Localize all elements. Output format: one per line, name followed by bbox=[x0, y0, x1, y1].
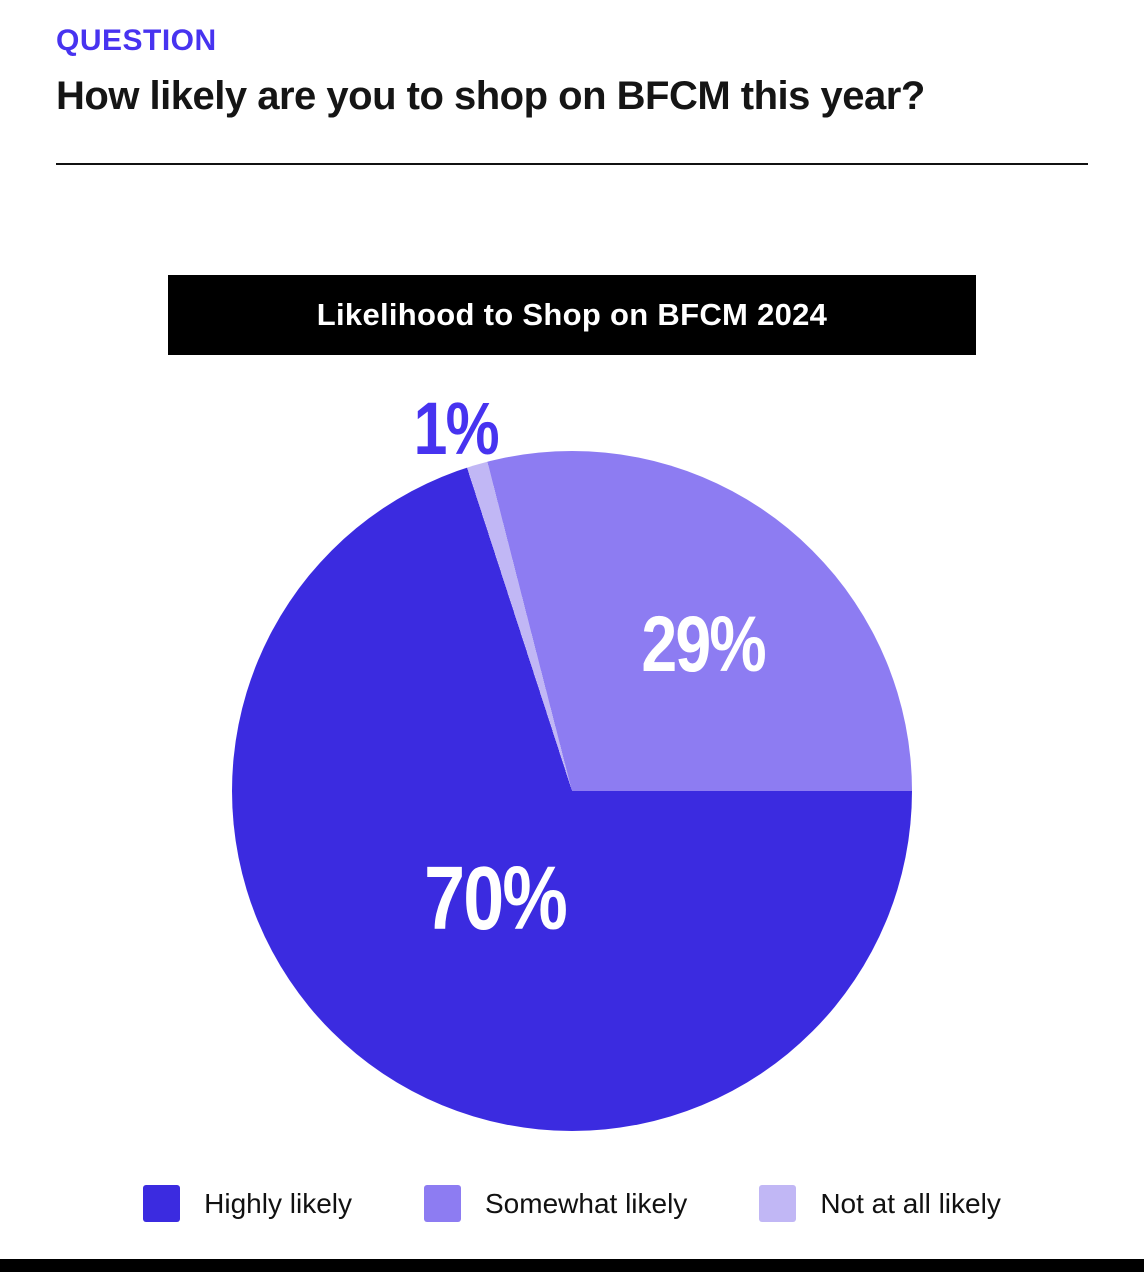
legend-swatch-not-at-all-likely bbox=[759, 1185, 797, 1222]
page-header: QUESTION How likely are you to shop on B… bbox=[0, 0, 1144, 119]
legend-label-not-at-all-likely: Not at all likely bbox=[820, 1187, 1001, 1219]
legend-label-highly-likely: Highly likely bbox=[204, 1187, 352, 1219]
pie-label-not-at-all: 1% bbox=[413, 386, 500, 470]
footer-bar bbox=[0, 1259, 1144, 1272]
eyebrow-label: QUESTION bbox=[56, 24, 217, 57]
chart-title-banner: Likelihood to Shop on BFCM 2024 bbox=[168, 275, 976, 355]
legend-item-not-at-all-likely: Not at all likely bbox=[759, 1185, 1001, 1222]
pie-chart bbox=[232, 451, 912, 1131]
legend-item-somewhat-likely: Somewhat likely bbox=[424, 1185, 687, 1222]
chart-title: Likelihood to Shop on BFCM 2024 bbox=[316, 297, 828, 332]
chart-legend: Highly likely Somewhat likely Not at all… bbox=[0, 1185, 1144, 1222]
pie-label-highly: 70% bbox=[424, 848, 568, 949]
legend-swatch-highly-likely bbox=[143, 1185, 181, 1222]
legend-label-somewhat-likely: Somewhat likely bbox=[485, 1187, 688, 1219]
legend-item-highly-likely: Highly likely bbox=[143, 1185, 352, 1222]
page-title: How likely are you to shop on BFCM this … bbox=[56, 74, 925, 118]
divider-line bbox=[56, 163, 1088, 165]
pie-chart-area: 1% 29% 70% bbox=[232, 391, 912, 1131]
pie-label-somewhat: 29% bbox=[641, 600, 766, 688]
legend-swatch-somewhat-likely bbox=[424, 1185, 461, 1222]
